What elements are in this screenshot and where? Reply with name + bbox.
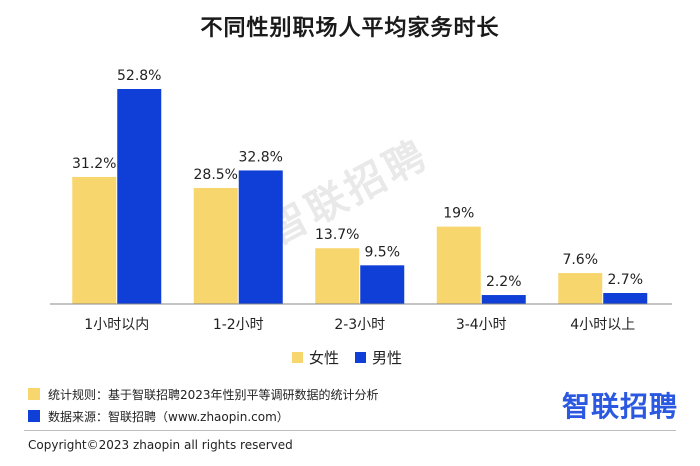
chart-title: 不同性别职场人平均家务时长: [200, 16, 500, 41]
data-label-female-0: 31.2%: [72, 156, 116, 172]
bar-female-4: [558, 273, 603, 304]
bar-male-0: [117, 89, 162, 304]
legend-item-female: 女性: [292, 347, 339, 368]
bar-male-4: [603, 293, 648, 304]
bar-chart: 31.2% 52.8% 1小时以内 28.5%32.8% 1-2小时 13.7% 9.5% 2…: [50, 68, 672, 333]
data-label-female-1: 28.5%: [194, 167, 238, 183]
brand-logo: 智联招聘: [561, 390, 678, 423]
footer-divider: [24, 430, 676, 431]
note-rule-text: 统计规则：基于智联招聘2023年性别平等调研数据的统计分析: [48, 387, 379, 402]
category-label-1: 1-2小时: [213, 317, 264, 333]
legend-label-female: 女性: [309, 349, 340, 367]
notes: 统计规则：基于智联招聘2023年性别平等调研数据的统计分析 数据来源：智联招聘（…: [28, 383, 379, 427]
data-label-female-4: 7.6%: [562, 252, 598, 268]
category-label-3: 3-4小时: [456, 317, 507, 333]
category-label-0: 1小时以内: [84, 317, 149, 333]
data-label-male-2: 9.5%: [364, 244, 400, 260]
note-source: 数据来源：智联招聘（www.zhaopin.com）: [28, 405, 379, 427]
bar-female-2: [315, 248, 360, 304]
data-label-male-4: 2.7%: [607, 272, 643, 288]
note-swatch-male: [28, 410, 40, 422]
bar-male-1: [238, 170, 283, 304]
legend: 女性 男性: [292, 347, 402, 368]
data-label-female-3: 19%: [443, 206, 474, 222]
legend-swatch-female: [292, 352, 303, 363]
legend-label-male: 男性: [372, 349, 403, 367]
legend-item-male: 男性: [355, 347, 402, 368]
category-label-2: 2-3小时: [334, 317, 385, 333]
legend-swatch-male: [355, 352, 367, 363]
bar-female-3: [436, 226, 481, 304]
category-label-4: 4小时以上: [570, 317, 635, 333]
bar-female-0: [72, 176, 117, 304]
data-label-male-0: 52.8%: [117, 68, 161, 84]
bar-male-2: [360, 265, 405, 304]
bar-male-3: [481, 295, 526, 304]
note-source-text: 数据来源：智联招聘（www.zhaopin.com）: [48, 409, 289, 424]
data-label-male-3: 2.2%: [486, 274, 522, 290]
data-label-male-1: 32.8%: [239, 149, 283, 165]
copyright: Copyright©2023 zhaopin all rights reserv…: [28, 438, 293, 452]
note-swatch-female: [28, 388, 40, 400]
bar-female-1: [193, 187, 238, 304]
data-label-female-2: 13.7%: [315, 227, 359, 243]
note-rule: 统计规则：基于智联招聘2023年性别平等调研数据的统计分析: [28, 383, 379, 405]
